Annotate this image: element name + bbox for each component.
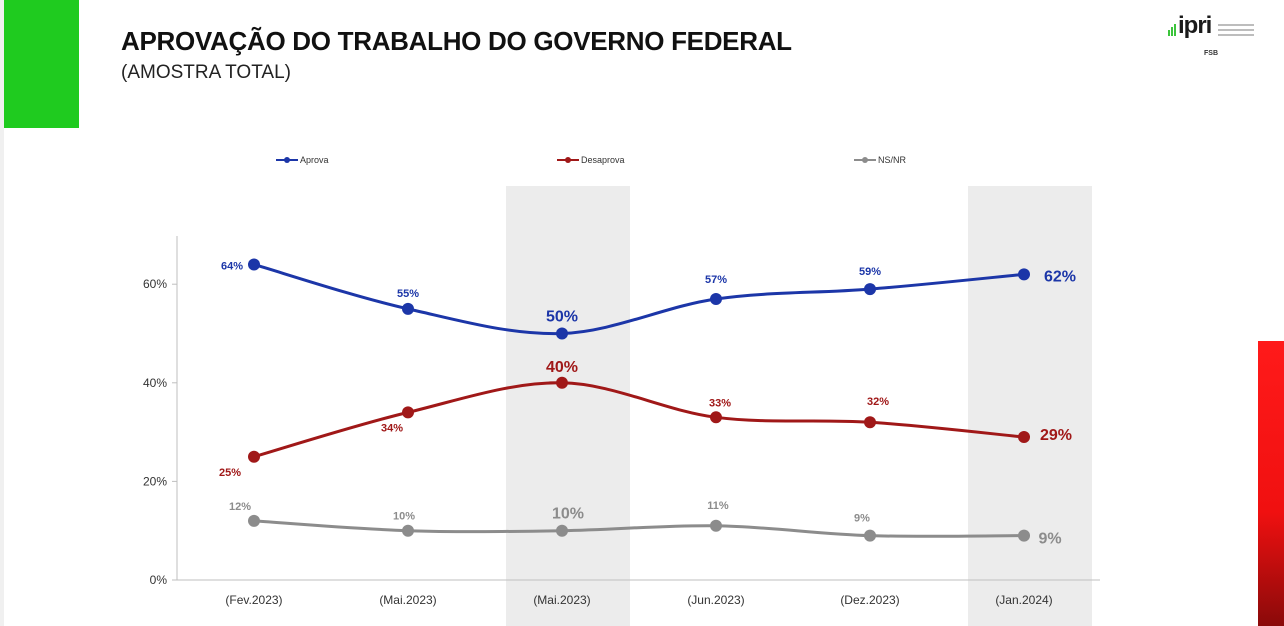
data-label: 50% <box>546 309 578 326</box>
logo-fsb: FSB <box>1204 50 1218 57</box>
data-label: 59% <box>859 266 881 278</box>
data-point <box>1018 431 1030 444</box>
data-label: 57% <box>705 274 727 286</box>
page-edge <box>0 0 4 626</box>
legend-label: Aprova <box>300 155 329 165</box>
legend-marker <box>284 157 290 163</box>
data-point <box>710 411 722 424</box>
data-label: 11% <box>707 500 729 512</box>
green-accent-block <box>4 0 79 128</box>
data-point <box>556 327 568 340</box>
legend-marker <box>565 157 571 163</box>
logo-tagline-lines <box>1218 24 1254 39</box>
data-point <box>556 524 568 537</box>
data-label: 64% <box>221 260 243 272</box>
data-label: 9% <box>1038 531 1061 548</box>
y-tick-label: 20% <box>143 474 167 488</box>
data-point <box>248 514 260 527</box>
data-point <box>556 376 568 389</box>
chart-title: APROVAÇÃO DO TRABALHO DO GOVERNO FEDERAL <box>121 26 792 56</box>
data-point <box>864 529 876 542</box>
y-tick-label: 40% <box>143 376 167 390</box>
data-point <box>864 416 876 429</box>
highlight-column <box>506 186 630 626</box>
data-point <box>402 302 414 315</box>
legend-marker <box>862 157 868 163</box>
series-line-nsnr <box>253 519 1025 538</box>
data-label: 25% <box>219 467 241 479</box>
red-accent-block <box>1258 341 1284 626</box>
ipri-logo: ipri FSB <box>1168 10 1258 60</box>
data-label: 33% <box>709 397 731 409</box>
series-line-desaprova <box>253 381 1025 459</box>
data-point <box>248 450 260 463</box>
data-point <box>864 283 876 296</box>
data-label: 40% <box>546 359 578 376</box>
x-tick-label: (Jun.2023) <box>687 593 744 607</box>
data-label: 10% <box>393 511 415 523</box>
x-tick-label: (Fev.2023) <box>225 593 282 607</box>
legend-label: NS/NR <box>878 155 907 165</box>
data-point <box>402 524 414 537</box>
data-label: 12% <box>229 501 251 513</box>
logo-word: ipri <box>1178 12 1212 39</box>
logo-bars-icon <box>1168 24 1176 36</box>
data-label: 9% <box>854 513 870 525</box>
x-tick-label: (Mai.2023) <box>533 593 590 607</box>
data-point <box>1018 529 1030 542</box>
data-label: 10% <box>552 506 584 523</box>
data-point <box>248 258 260 271</box>
data-point <box>710 519 722 532</box>
data-label: 55% <box>397 288 419 300</box>
legend-label: Desaprova <box>581 155 625 165</box>
data-label: 62% <box>1044 268 1076 285</box>
x-tick-label: (Mai.2023) <box>379 593 436 607</box>
y-tick-label: 60% <box>143 277 167 291</box>
data-point <box>1018 268 1030 281</box>
data-label: 34% <box>381 422 403 434</box>
data-label: 29% <box>1040 427 1072 444</box>
x-tick-label: (Jan.2024) <box>995 593 1052 607</box>
series-line-aprova <box>253 263 1025 336</box>
data-point <box>710 292 722 305</box>
chart-subtitle: (AMOSTRA TOTAL) <box>121 62 291 83</box>
data-label: 32% <box>867 396 889 408</box>
data-point <box>402 406 414 419</box>
x-tick-label: (Dez.2023) <box>840 593 899 607</box>
y-tick-label: 0% <box>150 573 168 587</box>
highlight-column <box>968 186 1092 626</box>
